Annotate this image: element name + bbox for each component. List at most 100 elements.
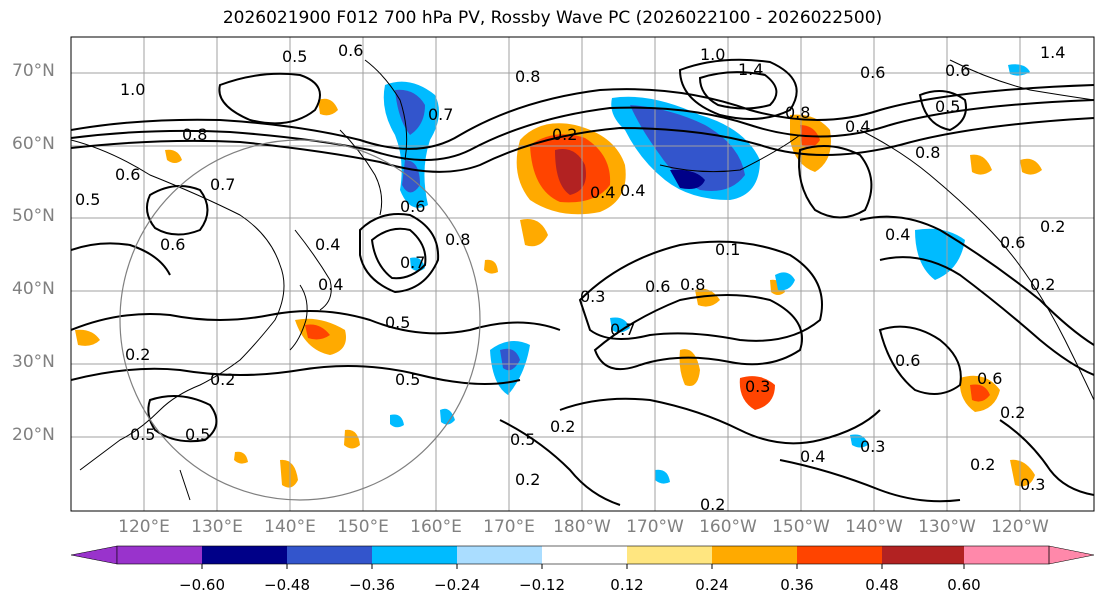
contour-label: 0.6 [400, 197, 425, 216]
contour-label: 0.2 [210, 370, 235, 389]
lon-label: 180°W [553, 517, 611, 537]
negative-anomaly-region [655, 469, 670, 484]
contour-label: 0.7 [610, 320, 635, 339]
contour-label: 0.8 [915, 143, 940, 162]
graticule [71, 37, 1094, 511]
contour-label: 0.6 [895, 351, 920, 370]
contour-label: 0.4 [590, 183, 615, 202]
positive-anomaly-region [1020, 158, 1042, 175]
contour-label: 0.3 [1020, 475, 1045, 494]
colorbar-segment [797, 546, 882, 564]
colorbar-extend-max [1048, 545, 1095, 565]
positive-anomaly-region [305, 324, 330, 340]
negative-anomaly-region [1008, 64, 1030, 76]
contour-label: 0.6 [860, 63, 885, 82]
positive-anomaly-region [75, 329, 100, 346]
colorbar-segment [457, 546, 542, 564]
contour-label: 0.4 [318, 275, 343, 294]
lon-label: 160°W [699, 517, 757, 537]
positive-anomaly-region [165, 149, 182, 163]
contour-label: 0.4 [620, 181, 645, 200]
contour-label: 0.6 [160, 235, 185, 254]
contour-label: 0.5 [130, 425, 155, 444]
contour-label: 0.8 [515, 67, 540, 86]
contour-label: 0.6 [977, 369, 1002, 388]
positive-anomaly-region [234, 451, 248, 464]
positive-anomaly-region [695, 288, 720, 307]
positive-anomaly-region [280, 459, 298, 488]
colorbar-extend-min [70, 545, 118, 565]
contour-label: 0.2 [1030, 275, 1055, 294]
contour-label: 0.4 [845, 117, 870, 136]
negative-anomaly-region [915, 228, 965, 280]
colorbar-segment [542, 546, 627, 564]
colorbar-tick-label: 0.48 [865, 576, 899, 594]
colorbar-tick-label: −0.60 [179, 576, 225, 594]
positive-anomaly-region [484, 259, 498, 274]
colorbar-segment [964, 546, 1049, 564]
contour-label: 0.5 [385, 313, 410, 332]
positive-anomaly-region [318, 98, 338, 116]
colorbar [70, 545, 1095, 569]
contour-label: 0.2 [970, 455, 995, 474]
positive-anomaly-region [679, 349, 700, 386]
contour-label: 0.2 [550, 417, 575, 436]
pv-contours [71, 58, 1094, 506]
lon-label: 140°E [264, 517, 316, 537]
colorbar-tick-label: 0.36 [780, 576, 814, 594]
colorbar-tick-label: −0.48 [264, 576, 310, 594]
negative-anomaly-region [670, 169, 705, 189]
contour-label: 0.6 [645, 277, 670, 296]
contour-label: 1.0 [120, 80, 145, 99]
contour-labels: 0.5 0.6 1.0 0.8 0.7 1.0 1.4 0.6 1.4 0.8 … [75, 41, 1065, 511]
positive-anomaly-region [970, 154, 992, 175]
colorbar-segment [202, 546, 287, 564]
lon-label: 170°E [483, 517, 535, 537]
contour-label: 0.7 [428, 105, 453, 124]
contour-label: 1.0 [700, 45, 725, 64]
colorbar-tick-label: 0.60 [947, 576, 981, 594]
colorbar-segment [372, 546, 457, 564]
contour-label: 0.8 [182, 125, 207, 144]
positive-anomaly-region [970, 384, 990, 402]
lon-label: 130°E [191, 517, 243, 537]
contour-label: 0.5 [935, 97, 960, 116]
negative-anomaly-region [500, 348, 520, 371]
contour-label: 0.8 [785, 103, 810, 122]
map-frame [70, 36, 1095, 512]
colorbar-tick-marks [201, 564, 965, 569]
reference-circle [119, 139, 481, 501]
positive-anomaly-region [555, 149, 586, 195]
positive-anomaly-region [520, 219, 548, 247]
contour-label: 0.5 [75, 190, 100, 209]
negative-anomaly-region [850, 434, 868, 448]
contour-label: 0.2 [515, 470, 540, 489]
negative-anomaly-region [395, 89, 425, 135]
lat-label: 20°N [12, 425, 55, 445]
contour-label: 0.1 [715, 240, 740, 259]
lon-label: 130°W [918, 517, 976, 537]
contour-label: 0.6 [1000, 233, 1025, 252]
contour-label: 0.7 [400, 253, 425, 272]
colorbar-tick-label: −0.36 [349, 576, 395, 594]
contour-label: 0.6 [338, 41, 363, 60]
contour-label: 0.6 [945, 61, 970, 80]
colorbar-tick-label: 0.12 [610, 576, 644, 594]
contour-label: 0.7 [210, 175, 235, 194]
contour-label: 1.4 [738, 60, 763, 79]
contour-label: 0.5 [282, 47, 307, 66]
colorbar-segment [712, 546, 797, 564]
contour-label: 0.2 [1000, 403, 1025, 422]
contour-label: 1.4 [1040, 43, 1065, 62]
lon-label: 120°W [991, 517, 1049, 537]
colorbar-tick-label: −0.24 [434, 576, 480, 594]
contour-label: 0.5 [395, 370, 420, 389]
lon-label: 150°W [772, 517, 830, 537]
lon-label: 160°E [410, 517, 462, 537]
negative-anomaly-region [440, 408, 455, 425]
contour-label: 0.3 [860, 437, 885, 456]
contour-label: 0.3 [745, 377, 770, 396]
lat-label: 30°N [12, 352, 55, 372]
contour-label: 0.5 [185, 425, 210, 444]
